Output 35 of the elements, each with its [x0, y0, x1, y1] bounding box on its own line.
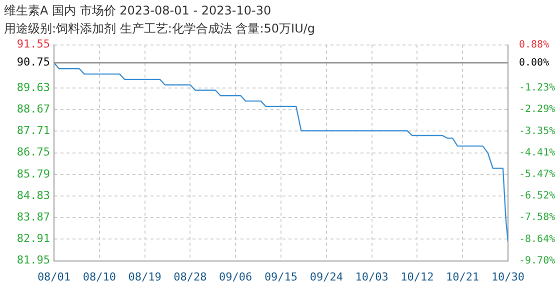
x-tick-label: 08/19 [128, 270, 162, 284]
y2-tick-label: -3.35% [519, 126, 556, 137]
y-tick-label: 87.71 [16, 124, 50, 138]
x-tick-label: 10/30 [491, 270, 525, 284]
x-tick-label: 09/06 [219, 270, 252, 284]
x-tick-label: 09/15 [264, 270, 298, 284]
y2-tick-label: -7.58% [519, 212, 556, 224]
y-tick-label: 84.83 [16, 188, 50, 202]
y2-tick-label: -5.47% [519, 169, 556, 180]
y2-tick-label: -1.23% [519, 82, 556, 94]
y-tick-label: 89.63 [16, 80, 50, 94]
y-tick-label: 86.75 [16, 146, 50, 159]
y2-tick-label: 0.88% [519, 39, 550, 50]
chart-subtitle: 用途级别:饲料添加剂 生产工艺:化学合成法 含量:50万IU/g [4, 22, 316, 36]
x-tick-label: 08/01 [37, 270, 71, 284]
y-tick-label: 81.95 [16, 254, 50, 267]
y-tick-label: 83.87 [16, 210, 50, 224]
y-tick-label: 88.67 [16, 102, 50, 116]
x-tick-label: 09/24 [310, 270, 344, 284]
y2-tick-label: -2.29% [519, 104, 556, 116]
y-tick-label: 90.75 [16, 56, 50, 69]
y2-tick-label: -4.41% [519, 147, 556, 158]
x-tick-label: 10/12 [400, 270, 434, 284]
x-tick-label: 10/03 [355, 270, 388, 284]
y2-tick-label: -8.64% [519, 234, 556, 245]
y-tick-label: 82.91 [16, 232, 50, 246]
y-tick-label: 91.55 [16, 38, 50, 51]
y2-tick-label: -9.70% [519, 255, 556, 266]
x-tick-label: 08/28 [174, 270, 207, 284]
x-tick-label: 10/21 [446, 270, 480, 284]
y2-tick-label: -6.52% [519, 190, 556, 202]
chart-title: 维生素A 国内 市场价 2023-08-01 - 2023-10-30 [4, 3, 272, 18]
x-tick-label: 08/10 [82, 270, 116, 284]
y2-tick-label: 0.00% [519, 57, 550, 68]
y-tick-label: 85.79 [16, 167, 50, 180]
